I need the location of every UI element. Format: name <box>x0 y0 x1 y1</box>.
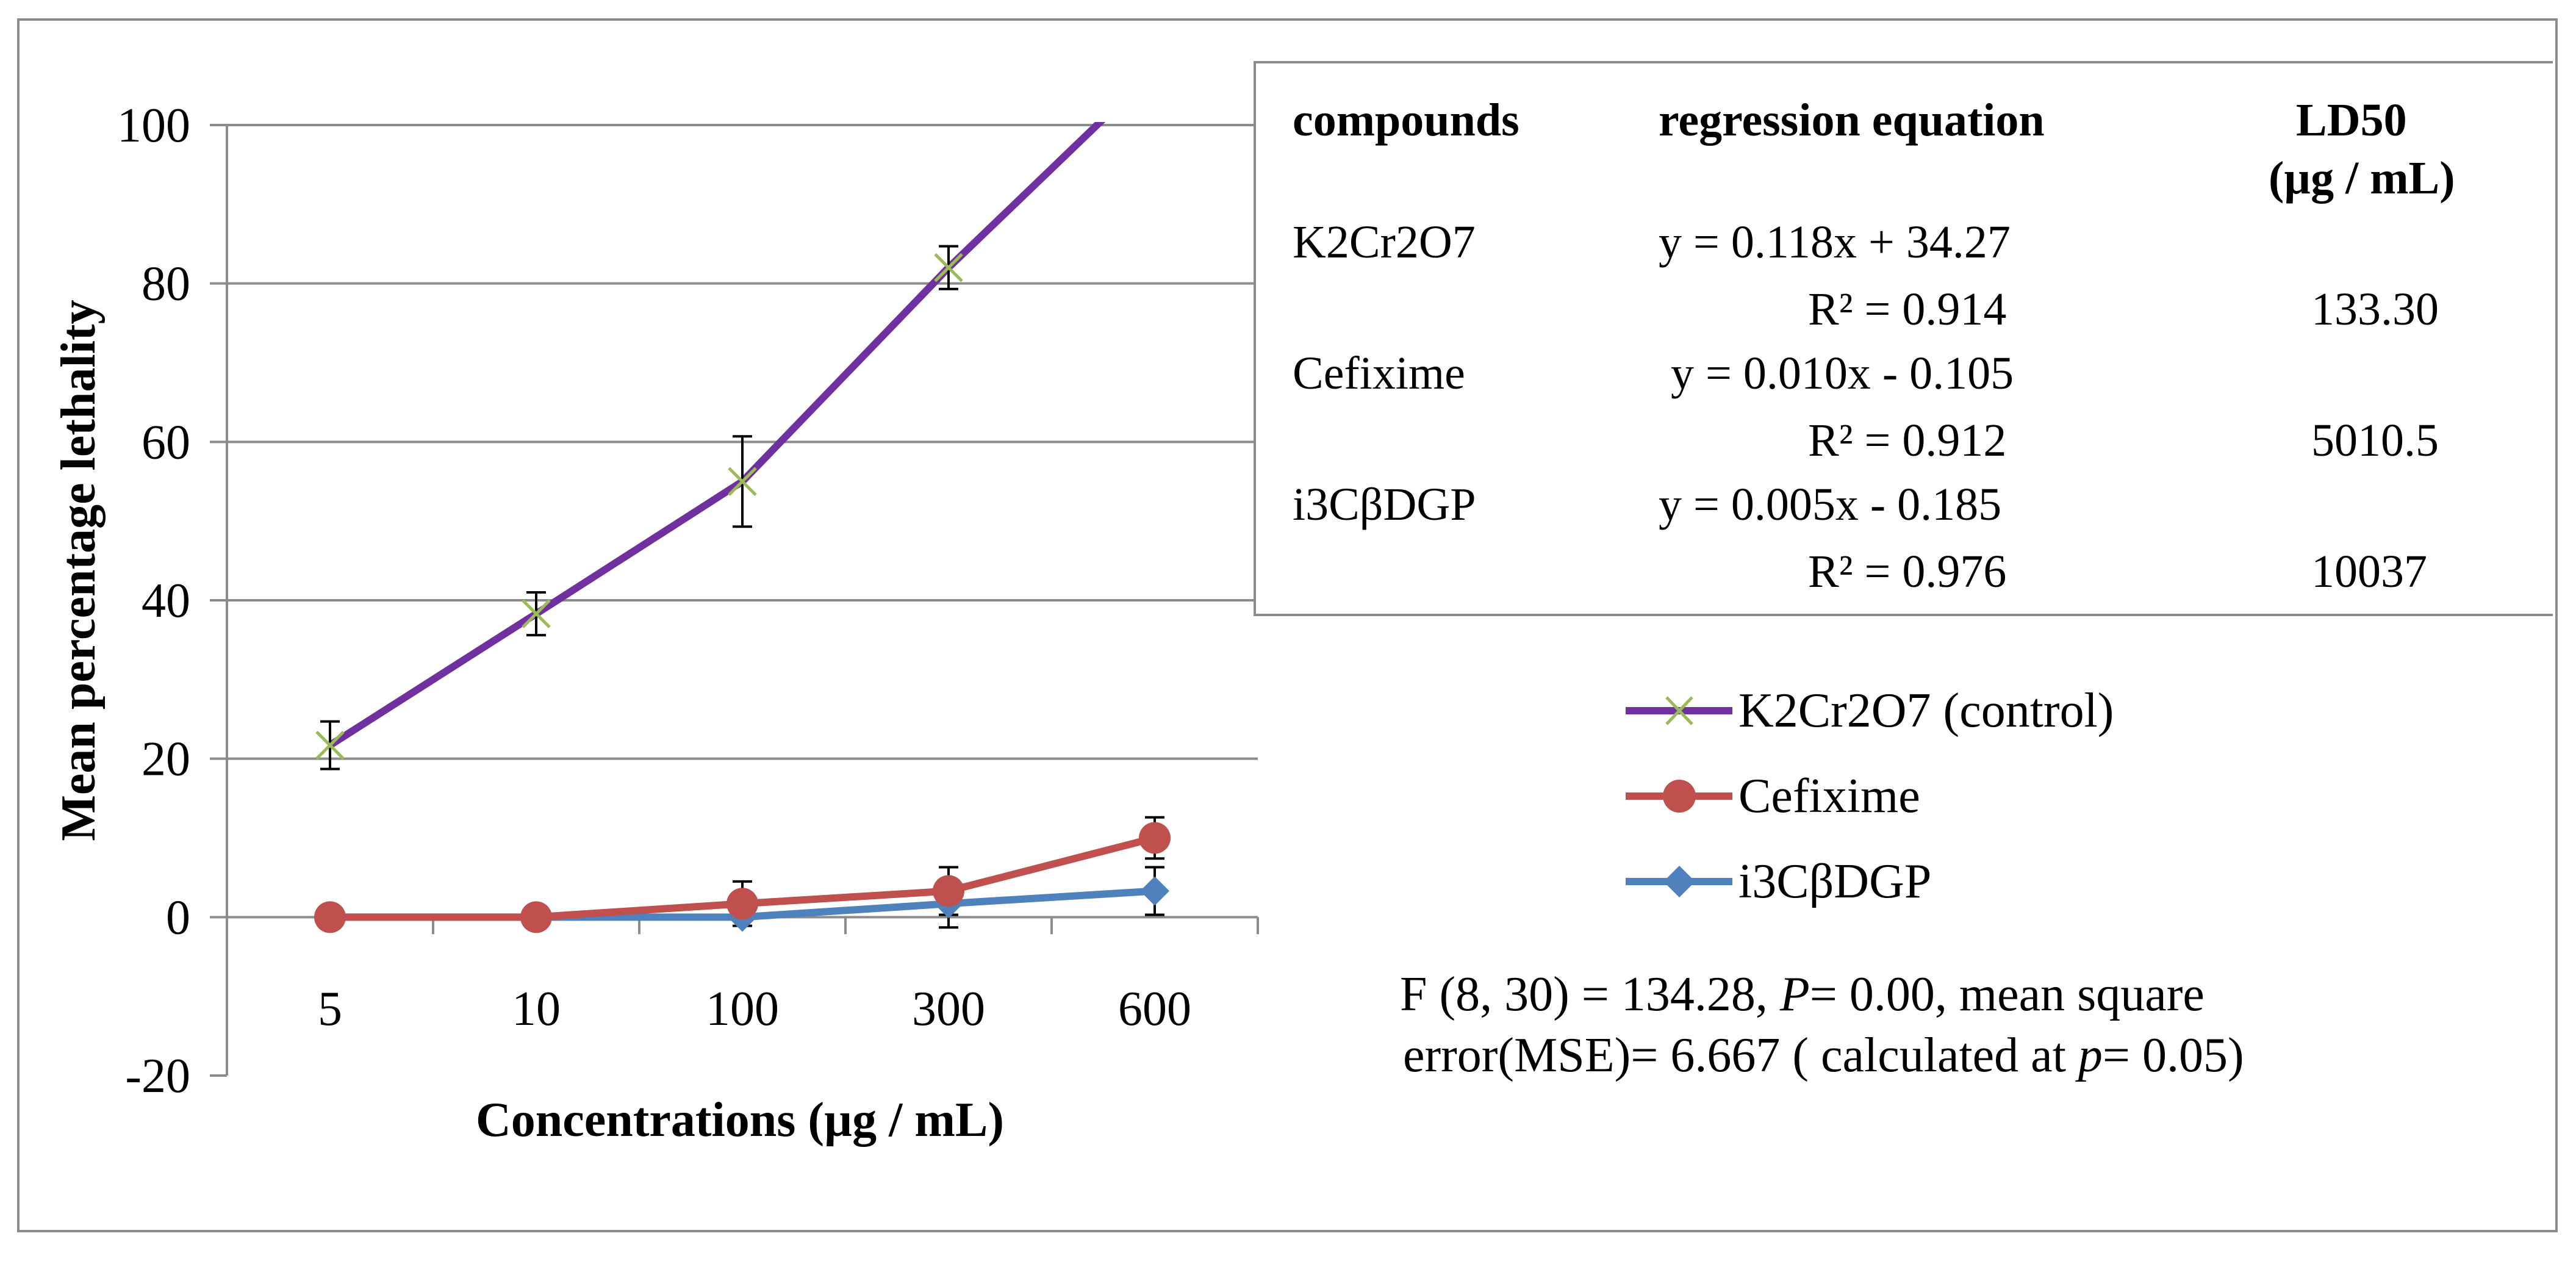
legend-swatch-cefixime <box>1626 780 1732 813</box>
x-tick-label: 5 <box>318 982 342 1036</box>
table-cell-r2: R² = 0.914 <box>1808 284 2007 335</box>
data-point-stroke <box>522 599 551 628</box>
table-cell-ld50: 133.30 <box>2311 284 2439 335</box>
x-tick-label: 600 <box>1118 982 1191 1036</box>
table-cell-ld50: 5010.5 <box>2311 415 2439 466</box>
x-tick-label: 10 <box>512 982 561 1036</box>
table-header-ld50: LD50 <box>2296 95 2407 146</box>
data-point <box>522 599 551 628</box>
stats-line-2: error(MSE)= 6.667 ( calculated at p= 0.0… <box>1403 1029 2244 1082</box>
x-tick-label: 100 <box>706 982 779 1036</box>
table-cell-ld50: 10037 <box>2311 546 2427 597</box>
table-cell-compound: Cefixime <box>1293 348 1465 399</box>
data-point-stroke <box>728 467 757 497</box>
y-tick-label: 0 <box>166 891 190 944</box>
x-axis-label: Concentrations (µg / mL) <box>476 1093 1004 1147</box>
table-header-unit: (µg / mL) <box>2269 153 2455 204</box>
table-cell-compound: i3CβDGP <box>1293 479 1476 530</box>
regression-table: compounds regression equation LD50 (µg /… <box>1254 61 2553 616</box>
table-header-regression: regression equation <box>1659 95 2045 146</box>
table-cell-equation: y = 0.010x - 0.105 <box>1671 348 2014 399</box>
data-point-stroke <box>934 253 963 282</box>
y-tick-label: 40 <box>142 574 190 628</box>
data-point <box>520 901 552 933</box>
data-point <box>728 467 757 497</box>
x-tick-label: 300 <box>912 982 985 1036</box>
data-point <box>934 253 963 282</box>
data-point <box>314 901 346 933</box>
legend-swatch-k2cr2o7 <box>1626 696 1732 725</box>
legend-label: i3CβDGP <box>1738 855 1932 908</box>
table-cell-equation: y = 0.005x - 0.185 <box>1659 479 2002 530</box>
data-point <box>933 875 964 907</box>
data-point <box>727 888 758 920</box>
table-cell-r2: R² = 0.912 <box>1808 415 2007 466</box>
series-line <box>328 122 1106 749</box>
y-tick-label: 100 <box>117 99 190 153</box>
data-point <box>1139 822 1171 854</box>
table-cell-compound: K2Cr2O7 <box>1293 217 1476 268</box>
y-tick-label: 20 <box>142 733 190 786</box>
stats-line-1: F (8, 30) = 134.28, P= 0.00, mean square <box>1400 968 2205 1021</box>
table-cell-equation: y = 0.118x + 34.27 <box>1659 217 2011 268</box>
y-tick-label: 80 <box>142 257 190 311</box>
legend-label: Cefixime <box>1738 769 1920 823</box>
data-point-stroke <box>315 730 345 760</box>
legend-swatch-i3cbdgp <box>1626 866 1732 897</box>
y-tick-label: 60 <box>142 415 190 469</box>
table-header-compounds: compounds <box>1293 95 1519 146</box>
y-axis-label: Mean percentage lethality <box>52 300 106 841</box>
y-tick-label: -20 <box>125 1049 190 1103</box>
legend-label: K2Cr2O7 (control) <box>1738 684 2114 738</box>
table-cell-r2: R² = 0.976 <box>1808 546 2007 597</box>
data-point <box>1140 876 1169 906</box>
data-point <box>315 730 345 760</box>
